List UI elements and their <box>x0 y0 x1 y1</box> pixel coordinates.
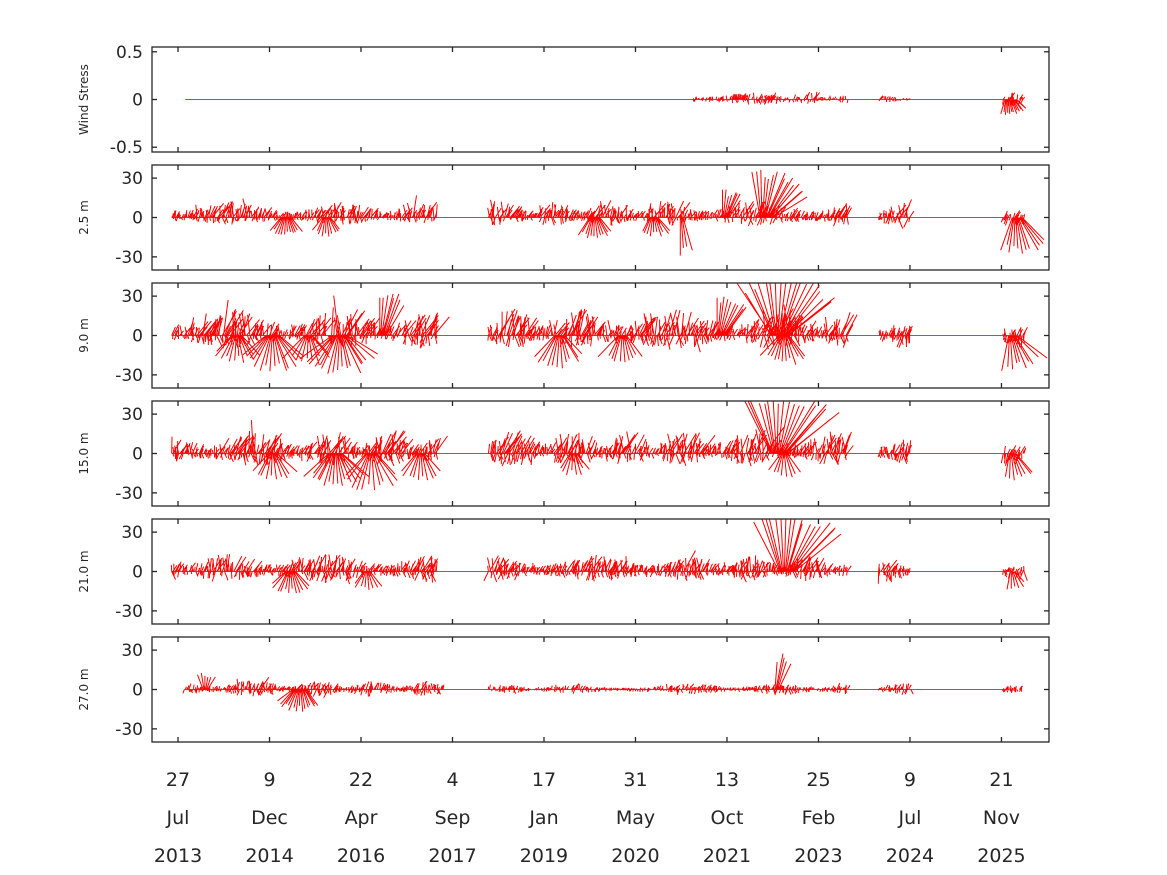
panel-data-area <box>171 401 1033 491</box>
x-tick-label-year: 2020 <box>611 845 659 867</box>
y-axis-label: 21.0 m <box>77 550 91 592</box>
y-tick-label: 0 <box>132 209 143 229</box>
x-tick-label-month: Feb <box>802 807 836 829</box>
x-tick-label-month: Sep <box>435 807 471 829</box>
x-tick-label-year: 2017 <box>428 845 476 867</box>
x-tick-label-year: 2013 <box>154 845 202 867</box>
panel-27.0-m: 27.0 m 30 0 -30 <box>77 636 1050 743</box>
x-tick-label-day: 9 <box>904 769 916 791</box>
y-axis-label: 2.5 m <box>77 200 91 235</box>
x-tick-label-month: Jul <box>897 807 921 829</box>
axis-box <box>151 518 1050 625</box>
x-tick-label-month: Apr <box>345 807 378 829</box>
axis-box <box>151 400 1050 507</box>
panel-wind-stress: Wind Stress 0.5 0 -0.5 <box>77 43 1050 158</box>
axis-box <box>151 636 1050 743</box>
x-tick-label-year: 2023 <box>794 845 842 867</box>
x-tick-label-day: 21 <box>989 769 1013 791</box>
x-tick-label-year: 2021 <box>703 845 751 867</box>
x-tick-label-year: 2014 <box>245 845 293 867</box>
panel-2.5-m: 2.5 m 30 0 -30 <box>77 164 1050 271</box>
y-tick-label: 0 <box>132 681 143 701</box>
y-tick-label: -30 <box>115 720 143 740</box>
panel-15.0-m: 15.0 m 30 0 -30 <box>77 400 1050 507</box>
y-tick-label: 0 <box>132 563 143 583</box>
y-tick-label: -30 <box>115 366 143 386</box>
x-tick-label-day: 13 <box>715 769 739 791</box>
y-tick-label: -30 <box>115 248 143 268</box>
x-tick-label-year: 2016 <box>337 845 385 867</box>
panel-data-area <box>171 169 1045 256</box>
x-tick-label-month: Jul <box>166 807 190 829</box>
x-tick-label-month: May <box>616 807 655 829</box>
x-tick-label-day: 17 <box>532 769 556 791</box>
panel-21.0-m: 21.0 m 30 0 -30 <box>77 518 1050 625</box>
x-tick-label-month: Nov <box>983 807 1020 829</box>
stick-vectors <box>692 91 1027 115</box>
y-tick-label: -30 <box>115 484 143 504</box>
x-tick-label-month: Oct <box>711 807 744 829</box>
axis-box <box>151 164 1050 271</box>
x-tick-label-month: Jan <box>528 807 558 829</box>
panel-data-area <box>182 653 1023 712</box>
panel-data-area <box>170 519 1028 594</box>
y-tick-label: -0.5 <box>110 138 143 158</box>
y-axis-label: 9.0 m <box>77 318 91 353</box>
y-tick-label: 30 <box>121 523 143 543</box>
x-tick-label-day: 31 <box>623 769 647 791</box>
y-axis-label: 15.0 m <box>77 432 91 474</box>
y-axis-label: Wind Stress <box>77 64 91 135</box>
x-tick-label-year: 2025 <box>977 845 1025 867</box>
x-tick-label-day: 9 <box>263 769 275 791</box>
stick-vectors <box>182 653 1023 712</box>
stick-vectors <box>171 401 1033 491</box>
y-tick-label: -30 <box>115 602 143 622</box>
axis-box <box>151 46 1050 153</box>
panel-data-area <box>171 283 1048 374</box>
y-tick-label: 30 <box>121 287 143 307</box>
x-tick-label-day: 25 <box>806 769 830 791</box>
x-tick-label-day: 4 <box>446 769 458 791</box>
y-tick-label: 0 <box>132 91 143 111</box>
y-tick-label: 0 <box>132 327 143 347</box>
y-tick-label: 30 <box>121 169 143 189</box>
x-tick-label-year: 2024 <box>886 845 934 867</box>
y-tick-label: 30 <box>121 641 143 661</box>
y-tick-label: 0 <box>132 445 143 465</box>
x-tick-label-day: 27 <box>166 769 190 791</box>
stick-vectors <box>170 519 1028 594</box>
x-axis-labels: 27 Jul 2013 9 Dec 2014 22 Apr 2016 4 Sep 2017 17 Jan 2… <box>154 769 1026 867</box>
axis-box <box>151 282 1050 389</box>
y-tick-label: 0.5 <box>116 43 143 63</box>
x-tick-label-year: 2019 <box>520 845 568 867</box>
panel-data-area <box>185 91 1027 115</box>
stick-vectors <box>171 169 1045 256</box>
x-tick-label-day: 22 <box>349 769 373 791</box>
x-tick-label-month: Dec <box>251 807 288 829</box>
y-tick-label: 30 <box>121 405 143 425</box>
y-axis-label: 27.0 m <box>77 668 91 710</box>
stick-vectors <box>171 283 1048 374</box>
panel-9.0-m: 9.0 m 30 0 -30 <box>77 282 1050 389</box>
